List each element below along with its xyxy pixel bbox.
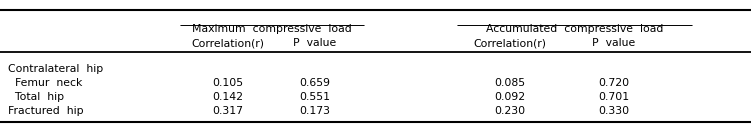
- Text: Total  hip: Total hip: [8, 92, 64, 102]
- Text: 0.317: 0.317: [213, 106, 243, 116]
- Text: Fractured  hip: Fractured hip: [8, 106, 83, 116]
- Text: Correlation(r): Correlation(r): [192, 38, 264, 48]
- Text: 0.085: 0.085: [494, 78, 526, 88]
- Text: 0.330: 0.330: [599, 106, 629, 116]
- Text: 0.230: 0.230: [494, 106, 526, 116]
- Text: Contralateral  hip: Contralateral hip: [8, 64, 103, 74]
- Text: 0.092: 0.092: [494, 92, 526, 102]
- Text: Accumulated  compressive  load: Accumulated compressive load: [487, 24, 664, 34]
- Text: 0.720: 0.720: [599, 78, 629, 88]
- Text: 0.105: 0.105: [213, 78, 243, 88]
- Text: Correlation(r): Correlation(r): [473, 38, 547, 48]
- Text: 0.173: 0.173: [300, 106, 330, 116]
- Text: Femur  neck: Femur neck: [8, 78, 83, 88]
- Text: P  value: P value: [593, 38, 635, 48]
- Text: 0.142: 0.142: [213, 92, 243, 102]
- Text: 0.659: 0.659: [300, 78, 330, 88]
- Text: Maximum  compressive  load: Maximum compressive load: [192, 24, 352, 34]
- Text: 0.701: 0.701: [599, 92, 629, 102]
- Text: P  value: P value: [294, 38, 336, 48]
- Text: 0.551: 0.551: [300, 92, 330, 102]
